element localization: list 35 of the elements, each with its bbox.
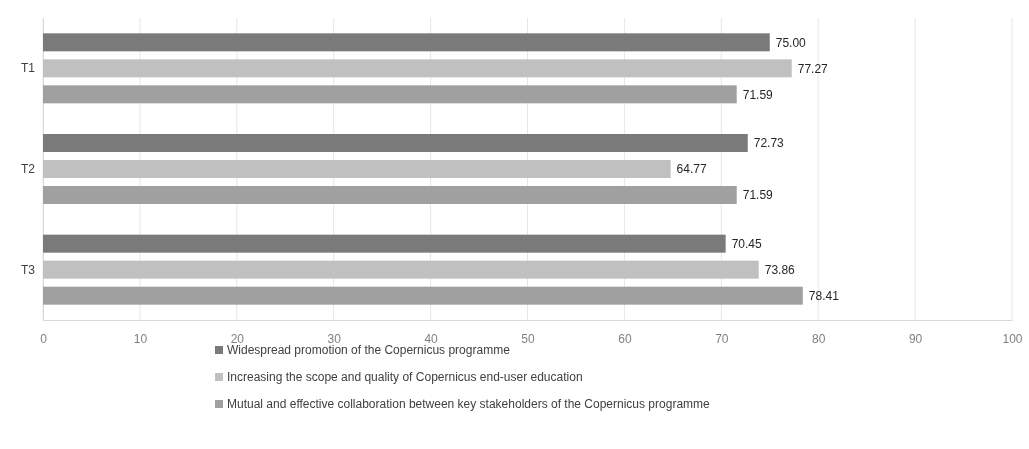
x-tick-label: 50	[521, 331, 535, 346]
x-tick-label: 40	[424, 331, 439, 346]
legend-label: Widespread promotion of the Copernicus programme	[227, 343, 511, 358]
bar	[43, 260, 759, 279]
text: 77.27	[797, 61, 828, 76]
bar	[43, 85, 737, 104]
bar	[43, 134, 748, 152]
y-tick-label: T3	[20, 262, 36, 277]
x-tick-label: 10	[133, 331, 148, 346]
text: 72.73	[753, 136, 784, 151]
x-tick-label: 0	[40, 331, 48, 346]
bar	[43, 186, 737, 204]
x-tick-label: 30	[327, 331, 342, 346]
text: 78.41	[808, 288, 839, 303]
bar	[43, 59, 792, 78]
legend-label: Mutual and effective collaboration between key stakeholders of the Copernicus programme	[227, 397, 711, 412]
legend-label: Increasing the scope and quality of Copernicus end-user education	[227, 370, 583, 385]
y-tick-label: T2	[20, 161, 36, 176]
text: 71.59	[742, 188, 773, 203]
text: 71.59	[742, 87, 773, 102]
x-tick-label: 60	[618, 331, 632, 346]
x-tick-label: 100	[1002, 331, 1023, 346]
x-tick-label: 20	[230, 331, 245, 346]
bar	[43, 33, 770, 52]
text: 70.45	[731, 236, 762, 251]
text: 75.00	[775, 35, 806, 50]
x-tick-label: 80	[812, 331, 826, 346]
bar	[43, 160, 671, 178]
text: 64.77	[676, 162, 707, 177]
text: 73.86	[764, 262, 795, 277]
bar	[43, 286, 803, 305]
x-tick-label: 70	[715, 331, 729, 346]
x-tick-label: 90	[908, 331, 923, 346]
bar	[43, 234, 726, 253]
y-tick-label: T1	[20, 61, 36, 76]
